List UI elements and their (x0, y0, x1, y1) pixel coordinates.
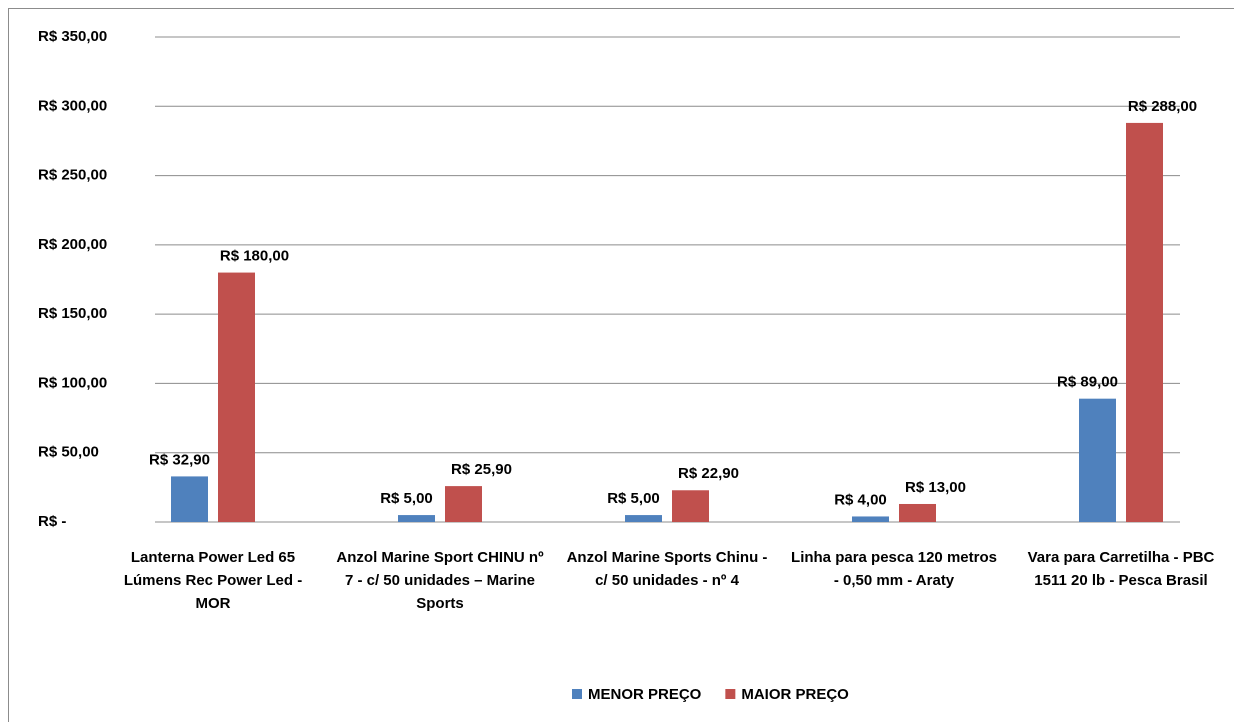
legend-label: MAIOR PREÇO (741, 686, 849, 703)
bar (625, 515, 662, 522)
legend-label: MENOR PREÇO (588, 686, 702, 703)
legend-swatch (725, 689, 736, 699)
data-label: R$ 13,00 (905, 479, 966, 496)
bar (852, 516, 889, 522)
y-tick-label: R$ 300,00 (38, 97, 107, 114)
y-tick-label: R$ 150,00 (38, 305, 107, 322)
data-label: R$ 5,00 (380, 490, 433, 507)
bar (398, 515, 435, 522)
y-tick-label: R$ 250,00 (38, 167, 107, 184)
y-tick-label: R$ 200,00 (38, 236, 107, 253)
y-tick-label: R$ - (38, 513, 66, 530)
bar (672, 490, 709, 522)
chart-border (8, 8, 1234, 722)
bar (171, 476, 208, 522)
bar (899, 503, 936, 522)
data-label: R$ 288,00 (1128, 98, 1197, 115)
x-tick-label: Anzol Marine Sport CHINU nº 7 - c/ 50 un… (336, 549, 544, 612)
bar (445, 486, 482, 522)
x-tick-label: Linha para pesca 120 metros - 0,50 mm - … (791, 549, 997, 589)
data-label: R$ 89,00 (1057, 374, 1118, 391)
legend-swatch (572, 689, 582, 699)
y-tick-label: R$ 100,00 (38, 374, 107, 391)
x-tick-label: Lanterna Power Led 65 Lúmens Rec Power L… (123, 549, 303, 612)
y-tick-label: R$ 350,00 (38, 28, 107, 45)
bar (1126, 122, 1163, 523)
data-label: R$ 180,00 (220, 248, 289, 265)
data-label: R$ 5,00 (607, 490, 660, 507)
x-tick-label: Anzol Marine Sports Chinu - c/ 50 unidad… (566, 549, 768, 589)
bar (218, 272, 255, 522)
data-label: R$ 25,90 (451, 461, 512, 478)
data-label: R$ 32,90 (149, 451, 210, 468)
data-label: R$ 4,00 (834, 491, 887, 508)
y-tick-label: R$ 50,00 (38, 444, 99, 461)
x-tick-label: Vara para Carretilha - PBC 1511 20 lb - … (1027, 549, 1215, 589)
bar (1079, 398, 1116, 522)
data-label: R$ 22,90 (678, 465, 739, 482)
